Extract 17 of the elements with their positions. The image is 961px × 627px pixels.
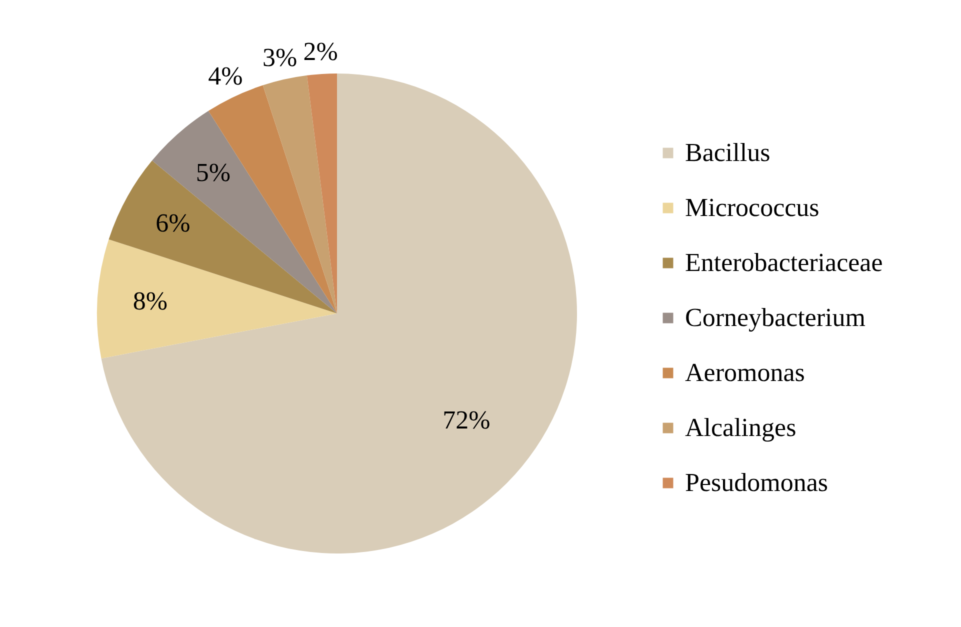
- legend-label: Bacillus: [685, 138, 770, 167]
- pie-slice: [108, 160, 337, 314]
- data-label: 4%: [208, 61, 243, 90]
- data-label: 3%: [262, 42, 298, 72]
- data-label: 2%: [303, 37, 338, 66]
- data-label: 6%: [156, 208, 190, 238]
- legend-label: Alcalinges: [685, 413, 796, 442]
- legend-label: Pesudomonas: [685, 468, 828, 497]
- pie-slice: [262, 75, 337, 314]
- data-label: 8%: [132, 286, 168, 316]
- data-label: 72%: [442, 406, 490, 435]
- legend-label: Micrococcus: [685, 193, 820, 222]
- data-label: 5%: [196, 158, 231, 188]
- legend-label: Aeromonas: [685, 358, 805, 387]
- pie-slice: [97, 239, 337, 358]
- legend-label: Corneybacterium: [685, 303, 866, 332]
- legend-label: Enterobacteriaceae: [685, 248, 883, 277]
